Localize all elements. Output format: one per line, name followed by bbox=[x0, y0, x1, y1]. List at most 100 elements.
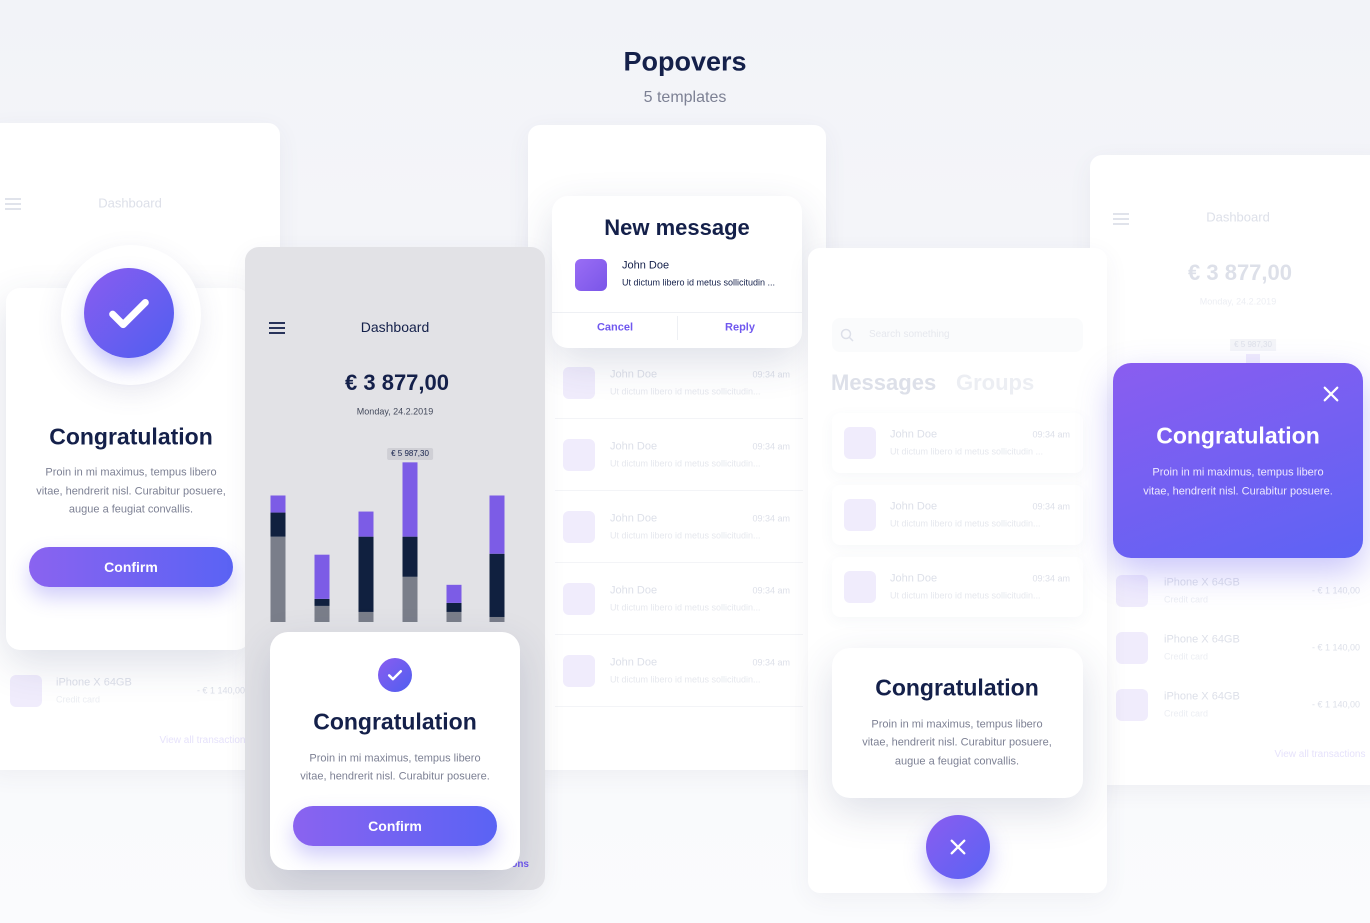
bar-segment bbox=[402, 462, 418, 537]
message-time: 09:34 am bbox=[1032, 573, 1070, 584]
close-disc bbox=[926, 815, 990, 879]
avatar bbox=[844, 499, 876, 531]
view-all-link: View all transactions bbox=[159, 735, 251, 746]
bar-segment bbox=[358, 611, 374, 622]
avatar bbox=[1116, 689, 1148, 721]
close-glyph bbox=[950, 839, 966, 855]
avatar bbox=[563, 439, 595, 471]
popover-text: augue a feugiat convallis. bbox=[68, 503, 194, 516]
popover-text: Proin in mi maximus, tempus libero bbox=[871, 718, 1043, 731]
divider bbox=[555, 706, 803, 707]
page-title: Popovers bbox=[623, 46, 747, 77]
search-placeholder: Search something bbox=[869, 329, 950, 340]
view-all-link: View all transactions bbox=[1274, 749, 1366, 760]
check-glyph bbox=[109, 299, 149, 329]
message-sender: John Doe bbox=[610, 512, 658, 525]
bar-segment bbox=[270, 495, 286, 513]
message-preview: Ut dictum libero id metus sollicitudin..… bbox=[610, 674, 761, 685]
bar-segment bbox=[402, 536, 418, 577]
divider bbox=[555, 562, 803, 563]
menu-icon bbox=[1113, 212, 1129, 225]
nav-title: Dashboard bbox=[98, 195, 162, 211]
nav-title: Dashboard bbox=[1206, 209, 1270, 225]
menu-glyph bbox=[5, 198, 21, 210]
message-preview: Ut dictum libero id metus sollicitudin..… bbox=[610, 458, 761, 469]
menu-glyph bbox=[1113, 213, 1129, 225]
popover bbox=[1113, 363, 1363, 558]
badge-disc bbox=[378, 658, 412, 692]
check-glyph bbox=[387, 670, 403, 681]
popover-text: Proin in mi maximus, tempus libero bbox=[45, 466, 217, 479]
message-sender: John Doe bbox=[890, 572, 938, 585]
popover bbox=[832, 648, 1083, 798]
popover-text: Proin in mi maximus, tempus libero bbox=[309, 752, 481, 765]
item-amount: - € 1 140,00 bbox=[1311, 642, 1360, 653]
avatar bbox=[1116, 575, 1148, 607]
item-name: iPhone X 64GB bbox=[1164, 576, 1240, 589]
avatar bbox=[575, 259, 607, 291]
popover-text: vitae, hendrerit nisl. Curabitur posuere… bbox=[1143, 485, 1333, 498]
close-glyph bbox=[1323, 386, 1339, 402]
menu-icon bbox=[5, 197, 21, 210]
bar-segment bbox=[314, 605, 330, 622]
confirm-button[interactable] bbox=[29, 547, 233, 587]
item-sub: Credit card bbox=[1164, 708, 1209, 719]
message-sender: John Doe bbox=[610, 584, 658, 597]
popover-title: New message bbox=[604, 215, 750, 240]
divider bbox=[677, 316, 678, 340]
message-time: 09:34 am bbox=[752, 657, 790, 668]
tab: Messages bbox=[831, 370, 937, 395]
close-button[interactable] bbox=[926, 815, 990, 879]
message-preview: Ut dictum libero id metus sollicitudin .… bbox=[622, 277, 776, 288]
avatar bbox=[563, 583, 595, 615]
search-icon bbox=[840, 328, 854, 342]
popover-text: vitae, hendrerit nisl. Curabitur posuere… bbox=[36, 485, 226, 498]
bar-segment bbox=[489, 616, 505, 622]
badge bbox=[84, 268, 174, 358]
nav-title: Dashboard bbox=[360, 319, 430, 335]
menu-icon bbox=[269, 321, 285, 334]
message-time: 09:34 am bbox=[1032, 429, 1070, 440]
bar-segment bbox=[446, 584, 462, 603]
bar-segment bbox=[358, 511, 374, 537]
date: Monday, 24.2.2019 bbox=[356, 406, 434, 417]
bar-segment bbox=[402, 576, 418, 622]
balance: € 3 877,00 bbox=[345, 370, 449, 395]
item-name: iPhone X 64GB bbox=[1164, 690, 1240, 703]
divider bbox=[555, 634, 803, 635]
message-sender: John Doe bbox=[890, 500, 938, 513]
message-sender: John Doe bbox=[610, 440, 658, 453]
button-label: Confirm bbox=[368, 818, 422, 834]
popover-title: Congratulation bbox=[49, 423, 213, 450]
divider bbox=[555, 490, 803, 491]
item-name: iPhone X 64GB bbox=[1164, 633, 1240, 646]
badge bbox=[378, 658, 412, 692]
popover-title: Congratulation bbox=[1156, 422, 1320, 449]
avatar bbox=[563, 655, 595, 687]
bar-segment bbox=[446, 602, 462, 612]
cancel-button[interactable]: Cancel bbox=[596, 321, 634, 334]
popover-text: Proin in mi maximus, tempus libero bbox=[1152, 466, 1324, 479]
message-preview: Ut dictum libero id metus sollicitudin..… bbox=[890, 590, 1041, 601]
popover-title: Congratulation bbox=[313, 708, 477, 735]
message-preview: Ut dictum libero id metus sollicitudin..… bbox=[890, 518, 1041, 529]
popover-text: vitae, hendrerit nisl. Curabitur posuere… bbox=[862, 736, 1052, 749]
message-sender: John Doe bbox=[610, 656, 658, 669]
popover-text: augue a feugiat convallis. bbox=[894, 755, 1020, 768]
search-box bbox=[832, 318, 1083, 352]
avatar bbox=[563, 367, 595, 399]
balance: € 3 877,00 bbox=[1188, 260, 1292, 285]
message-time: 09:34 am bbox=[752, 585, 790, 596]
bar-chart bbox=[270, 462, 505, 622]
close-button[interactable] bbox=[1322, 385, 1340, 403]
popover-title: Congratulation bbox=[875, 674, 1039, 701]
item-sub: Credit card bbox=[1164, 651, 1209, 662]
tab: Groups bbox=[956, 370, 1035, 395]
item-amount: - € 1 140,00 bbox=[1311, 585, 1360, 596]
divider bbox=[555, 418, 803, 419]
confirm-button[interactable] bbox=[293, 806, 497, 846]
message-time: 09:34 am bbox=[752, 513, 790, 524]
avatar bbox=[1116, 632, 1148, 664]
reply-button[interactable]: Reply bbox=[725, 321, 755, 334]
